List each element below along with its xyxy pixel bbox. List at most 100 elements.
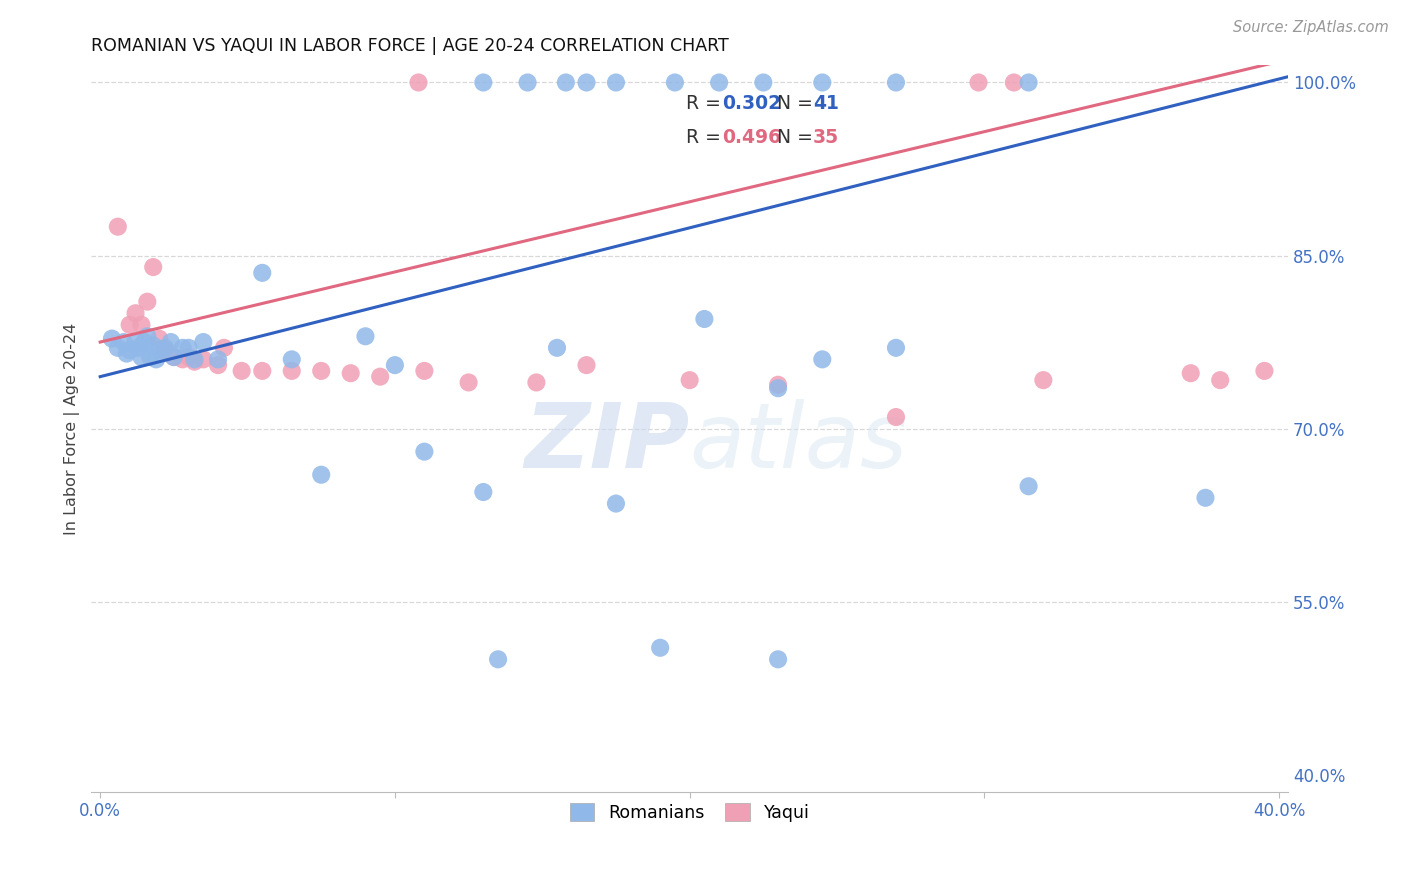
Point xyxy=(207,352,229,367)
Text: 41: 41 xyxy=(813,95,839,113)
Point xyxy=(101,332,124,346)
Point xyxy=(160,334,183,349)
Text: atlas: atlas xyxy=(690,399,908,487)
Point xyxy=(339,366,361,380)
Point xyxy=(115,346,138,360)
Point xyxy=(1018,479,1040,493)
Point xyxy=(1180,366,1202,380)
Point xyxy=(281,364,304,378)
Point xyxy=(811,75,834,89)
Point xyxy=(252,266,274,280)
Point xyxy=(193,334,215,349)
Point xyxy=(486,652,509,666)
Text: ROMANIAN VS YAQUI IN LABOR FORCE | AGE 20-24 CORRELATION CHART: ROMANIAN VS YAQUI IN LABOR FORCE | AGE 2… xyxy=(91,37,730,55)
Point xyxy=(107,219,129,234)
Point xyxy=(1018,75,1040,89)
Point xyxy=(766,381,789,395)
Point xyxy=(153,343,176,358)
Point xyxy=(1032,373,1054,387)
Point xyxy=(707,75,730,89)
Text: Source: ZipAtlas.com: Source: ZipAtlas.com xyxy=(1233,20,1389,35)
Point xyxy=(368,369,391,384)
Point xyxy=(163,350,186,364)
Point xyxy=(145,352,167,367)
Point xyxy=(281,352,304,367)
Point xyxy=(1253,364,1275,378)
Point xyxy=(413,364,436,378)
Point xyxy=(142,260,165,274)
Point xyxy=(153,341,176,355)
Point xyxy=(252,364,274,378)
Point xyxy=(112,334,135,349)
Point xyxy=(408,75,430,89)
Y-axis label: In Labor Force | Age 20-24: In Labor Force | Age 20-24 xyxy=(65,322,80,534)
Point xyxy=(516,75,538,89)
Point xyxy=(884,410,907,425)
Point xyxy=(142,338,165,352)
Point xyxy=(384,358,406,372)
Text: 35: 35 xyxy=(813,128,839,147)
Point xyxy=(1194,491,1216,505)
Point xyxy=(575,358,598,372)
Point xyxy=(679,373,702,387)
Point xyxy=(605,497,627,511)
Point xyxy=(172,341,194,355)
Point xyxy=(554,75,576,89)
Point xyxy=(766,377,789,392)
Point xyxy=(131,318,153,332)
Point xyxy=(752,75,775,89)
Text: R =: R = xyxy=(686,95,727,113)
Point xyxy=(472,75,495,89)
Text: R =: R = xyxy=(686,128,727,147)
Point xyxy=(1209,373,1232,387)
Point xyxy=(124,306,146,320)
Point xyxy=(207,358,229,372)
Point xyxy=(177,341,200,355)
Point xyxy=(575,75,598,89)
Point xyxy=(967,75,990,89)
Point xyxy=(524,376,547,390)
Point xyxy=(139,350,162,364)
Point xyxy=(309,467,332,482)
Point xyxy=(193,352,215,367)
Point xyxy=(183,354,205,368)
Point xyxy=(650,640,672,655)
Point xyxy=(183,352,205,367)
Point xyxy=(413,444,436,458)
Point xyxy=(693,312,716,326)
Point xyxy=(107,341,129,355)
Point xyxy=(148,343,170,358)
Point xyxy=(118,318,141,332)
Text: 0.302: 0.302 xyxy=(721,95,782,113)
Point xyxy=(884,341,907,355)
Point xyxy=(134,334,156,349)
Point xyxy=(605,75,627,89)
Point xyxy=(127,341,149,355)
Point xyxy=(546,341,568,355)
Text: N =: N = xyxy=(778,128,818,147)
Point xyxy=(811,352,834,367)
Point xyxy=(148,332,170,346)
Text: N =: N = xyxy=(778,95,818,113)
Point xyxy=(131,350,153,364)
Point xyxy=(172,352,194,367)
Point xyxy=(664,75,686,89)
Point xyxy=(884,75,907,89)
Point xyxy=(309,364,332,378)
Text: 0.496: 0.496 xyxy=(721,128,782,147)
Point xyxy=(1002,75,1025,89)
Text: ZIP: ZIP xyxy=(524,399,690,487)
Point xyxy=(231,364,253,378)
Point xyxy=(457,376,479,390)
Point xyxy=(177,350,200,364)
Point xyxy=(136,294,159,309)
Point xyxy=(472,485,495,500)
Point xyxy=(124,334,146,349)
Point xyxy=(212,341,235,355)
Point xyxy=(766,652,789,666)
Point xyxy=(163,350,186,364)
Point xyxy=(354,329,377,343)
Point xyxy=(136,329,159,343)
Legend: Romanians, Yaqui: Romanians, Yaqui xyxy=(561,795,818,830)
Point xyxy=(118,343,141,358)
